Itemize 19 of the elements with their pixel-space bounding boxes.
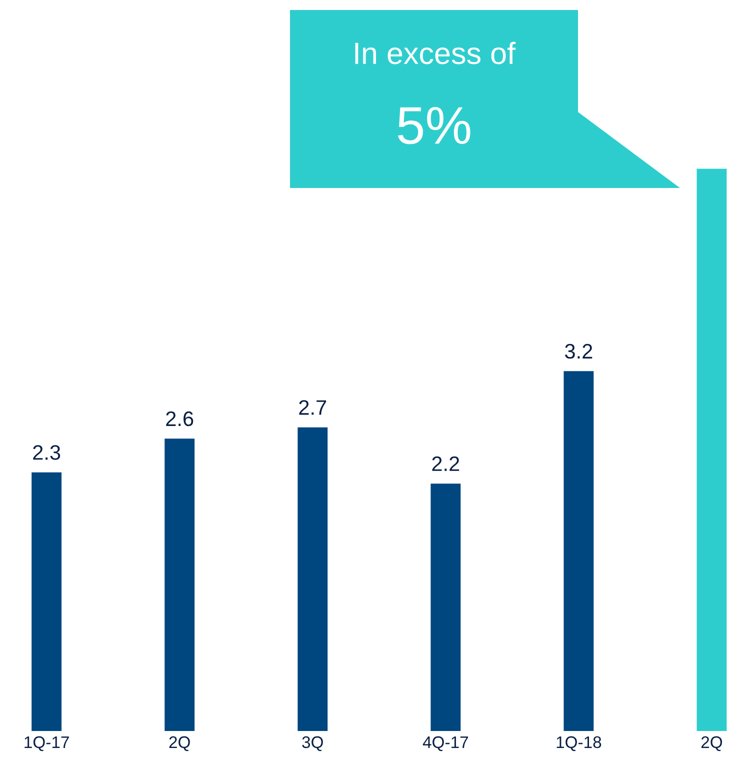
x-tick-label: 3Q <box>302 736 323 752</box>
bar <box>164 438 195 731</box>
bar <box>298 427 328 731</box>
data-label: 2.6 <box>166 411 194 426</box>
bar <box>564 371 594 731</box>
data-label: 2.7 <box>299 400 326 415</box>
x-tick-label: 4Q-17 <box>422 736 468 752</box>
x-tick-label: 2Q <box>169 736 190 752</box>
data-label: 2.2 <box>432 456 460 471</box>
bar <box>430 484 461 731</box>
text: 5% <box>398 107 470 144</box>
data-label: 3.2 <box>565 344 592 359</box>
x-tick-label: 1Q-18 <box>556 736 602 752</box>
x-tick-label: 2Q <box>701 736 722 752</box>
text: In excess of <box>355 42 516 64</box>
bar <box>696 168 727 731</box>
bar <box>32 472 62 731</box>
x-tick-label: 1Q-17 <box>24 736 69 752</box>
data-label: 2.3 <box>33 445 60 460</box>
